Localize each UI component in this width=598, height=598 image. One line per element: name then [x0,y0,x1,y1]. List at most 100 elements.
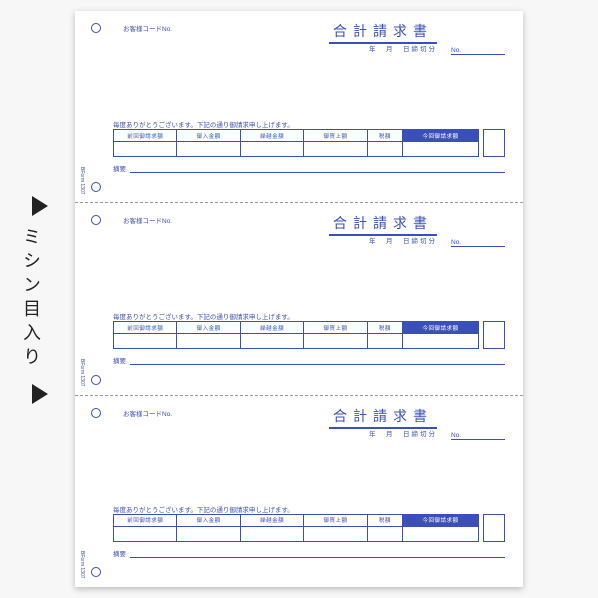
customer-code-label: お客様コードNo. [123,23,505,33]
table-column: 前回御請求額 [114,515,177,541]
column-cell [368,142,402,156]
stamp-box [483,514,505,542]
column-cell [177,334,239,348]
table-column: 御買上額 [304,322,367,348]
note-label: 摘要 [113,548,126,558]
column-cell [304,334,366,348]
column-cell [403,527,478,541]
description-text: 毎度ありがとうございます。下記の通り御請求申し上げます。 [113,504,294,514]
form-title: 合計請求書 [329,21,437,44]
punch-hole [91,375,101,385]
summary-table: 前回御請求額 御入金額 繰越金額 御買上額 税額 今回御請求額 [113,321,479,349]
column-cell [114,527,176,541]
punch-hole [91,215,101,225]
column-header: 税額 [368,515,402,527]
form-number: BForm 1307 [79,551,85,579]
punch-hole [91,182,101,192]
column-header: 御入金額 [177,322,239,334]
table-column: 今回御請求額 [403,322,478,348]
column-cell [304,142,366,156]
invoice-slip: お客様コードNo. 合計請求書 年 月 日締切分 No. 毎度ありがとうございま… [75,11,523,203]
column-header: 繰越金額 [241,130,303,142]
table-column: 御入金額 [177,515,240,541]
invoice-slip: お客様コードNo. 合計請求書 年 月 日締切分 No. 毎度ありがとうございま… [75,203,523,395]
form-number: BForm 1307 [79,167,85,195]
table-column: 税額 [368,130,403,156]
column-header: 今回御請求額 [403,130,478,142]
table-column: 繰越金額 [241,515,304,541]
column-cell [241,527,303,541]
table-column: 御入金額 [177,130,240,156]
number-line: No. [451,47,505,55]
number-line: No. [451,239,505,247]
table-column: 繰越金額 [241,322,304,348]
arrow-top [32,196,48,216]
note-label: 摘要 [113,355,126,365]
summary-table: 前回御請求額 御入金額 繰越金額 御買上額 税額 今回御請求額 [113,514,479,542]
note-row: 摘要 [113,548,505,558]
description-text: 毎度ありがとうございます。下記の通り御請求申し上げます。 [113,119,294,129]
column-cell [114,334,176,348]
column-header: 前回御請求額 [114,130,176,142]
closing-date-line: 年 月 日締切分 [369,235,437,245]
summary-table: 前回御請求額 御入金額 繰越金額 御買上額 税額 今回御請求額 [113,129,479,157]
stamp-box [483,129,505,157]
column-header: 御買上額 [304,515,366,527]
note-underline [130,355,505,365]
column-header: 繰越金額 [241,515,303,527]
column-cell [403,142,478,156]
stamp-box [483,321,505,349]
column-header: 税額 [368,322,402,334]
column-cell [368,527,402,541]
customer-code-label: お客様コードNo. [123,408,505,418]
column-header: 税額 [368,130,402,142]
column-cell [368,334,402,348]
punch-hole [91,567,101,577]
perforation-label: ミシン目入り [18,227,44,371]
table-column: 前回御請求額 [114,130,177,156]
table-column: 御買上額 [304,130,367,156]
form-title: 合計請求書 [329,213,437,236]
note-underline [130,548,505,558]
column-header: 御入金額 [177,515,239,527]
column-header: 御買上額 [304,322,366,334]
invoice-slip: お客様コードNo. 合計請求書 年 月 日締切分 No. 毎度ありがとうございま… [75,396,523,587]
column-cell [304,527,366,541]
punch-hole [91,408,101,418]
note-underline [130,163,505,173]
arrow-bottom [32,384,48,404]
punch-hole [91,23,101,33]
description-text: 毎度ありがとうございます。下記の通り御請求申し上げます。 [113,311,294,321]
column-cell [241,334,303,348]
form-sheet: お客様コードNo. 合計請求書 年 月 日締切分 No. 毎度ありがとうございま… [75,11,523,587]
column-cell [114,142,176,156]
column-header: 前回御請求額 [114,515,176,527]
column-header: 御入金額 [177,130,239,142]
column-cell [403,334,478,348]
table-column: 税額 [368,515,403,541]
column-cell [177,527,239,541]
column-header: 今回御請求額 [403,322,478,334]
column-cell [241,142,303,156]
column-header: 前回御請求額 [114,322,176,334]
note-row: 摘要 [113,355,505,365]
closing-date-line: 年 月 日締切分 [369,428,437,438]
note-row: 摘要 [113,163,505,173]
closing-date-line: 年 月 日締切分 [369,43,437,53]
note-label: 摘要 [113,163,126,173]
table-column: 繰越金額 [241,130,304,156]
number-line: No. [451,432,505,440]
column-cell [177,142,239,156]
column-header: 繰越金額 [241,322,303,334]
table-column: 前回御請求額 [114,322,177,348]
form-number: BForm 1307 [79,359,85,387]
table-column: 御買上額 [304,515,367,541]
form-title: 合計請求書 [329,406,437,429]
column-header: 今回御請求額 [403,515,478,527]
customer-code-label: お客様コードNo. [123,215,505,225]
table-column: 御入金額 [177,322,240,348]
table-column: 今回御請求額 [403,130,478,156]
table-column: 税額 [368,322,403,348]
column-header: 御買上額 [304,130,366,142]
table-column: 今回御請求額 [403,515,478,541]
